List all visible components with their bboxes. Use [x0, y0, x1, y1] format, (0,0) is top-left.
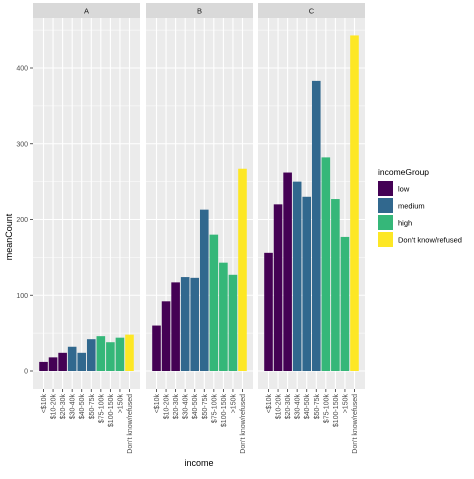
bar [67, 346, 77, 371]
x-tick-label: $75-100k [98, 394, 105, 424]
x-tick-label: $40-50k [192, 394, 199, 420]
y-tick-label: 100 [16, 293, 28, 300]
bar [209, 234, 219, 371]
x-tick-label: $10-20k [164, 394, 171, 420]
x-tick-label: >150k [342, 394, 349, 414]
x-tick-label: $100-150k [108, 394, 115, 428]
bar [219, 262, 228, 371]
x-tick-label: $50-75k [314, 394, 321, 420]
facet-strip [33, 3, 140, 18]
y-tick-label: 0 [24, 369, 28, 376]
bar [58, 352, 67, 371]
y-tick-label: 400 [16, 66, 28, 73]
bar [96, 336, 106, 371]
bar [331, 199, 340, 371]
legend-label: high [398, 219, 412, 228]
x-tick-label: <$10k [154, 394, 161, 414]
bar [77, 352, 87, 371]
x-tick-label: $10-20k [276, 394, 283, 420]
y-axis: 0 100 200 300 400 [16, 66, 33, 376]
bar [152, 325, 161, 371]
x-tick-label: $30-40k [183, 394, 190, 420]
x-tick-label: Don't know/refused [127, 394, 134, 454]
x-tick-label: $100-150k [221, 394, 228, 428]
bar [340, 236, 350, 371]
panel-background [33, 18, 140, 389]
bar [283, 172, 292, 371]
facet-panel: C <$10k $10-20k $20-30k $30-40k $40-50k $50-75… [258, 3, 365, 454]
x-tick-label: $40-50k [79, 394, 86, 420]
bar [161, 301, 171, 371]
legend-label: Don't know/refused [398, 236, 462, 245]
bar [264, 252, 273, 371]
x-tick-label: $40-50k [304, 394, 311, 420]
legend-swatch [378, 181, 393, 196]
x-axis-title: income [184, 458, 213, 468]
bar [106, 342, 115, 371]
legend-label: low [398, 185, 410, 194]
y-tick-label: 200 [16, 217, 28, 224]
bar [228, 274, 238, 371]
x-tick-label: <$10k [266, 394, 273, 414]
bar [311, 80, 321, 371]
x-tick-label: $100-150k [333, 394, 340, 428]
facet-strip-label: B [197, 7, 202, 16]
legend-label: medium [398, 202, 425, 211]
x-tick-label: $75-100k [211, 394, 218, 424]
y-axis-title: meanCount [4, 213, 14, 260]
legend-swatch [378, 215, 393, 230]
facet-strip [258, 3, 365, 18]
facet-strip-label: A [84, 7, 89, 16]
bar [180, 277, 190, 371]
facet-panel: A <$10k $10-20k $20-30k $30-40k $40-50k $50-75… [33, 3, 140, 454]
bar [321, 157, 331, 371]
bar [48, 357, 58, 371]
facet-panel: B <$10k $10-20k $20-30k $30-40k $40-50k $50-75… [146, 3, 253, 454]
x-tick-label: $10-20k [51, 394, 58, 420]
legend-swatch [378, 198, 393, 213]
bar [199, 209, 209, 371]
x-tick-label: $20-30k [60, 394, 67, 420]
x-tick-label: <$10k [41, 394, 48, 414]
bar [350, 35, 359, 372]
bar [190, 277, 200, 371]
bar [115, 337, 125, 371]
x-tick-label: Don't know/refused [352, 394, 359, 454]
x-tick-label: >150k [117, 394, 124, 414]
legend-title: incomeGroup [378, 167, 429, 177]
bar [39, 361, 48, 371]
y-tick-label: 300 [16, 141, 28, 148]
facet-strip [146, 3, 253, 18]
x-tick-label: $50-75k [89, 394, 96, 420]
facet-strip-label: C [309, 7, 315, 16]
legend-swatch [378, 232, 393, 247]
bar [86, 339, 96, 371]
x-tick-label: $75-100k [323, 394, 330, 424]
bar [171, 282, 180, 371]
x-tick-label: $30-40k [295, 394, 302, 420]
bar [302, 196, 312, 371]
x-tick-label: Don't know/refused [240, 394, 247, 454]
bar [273, 204, 283, 371]
x-tick-label: $20-30k [173, 394, 180, 420]
facet-panels: A<$10k $10-20k $20-30k $30-40k $40-50k $50-75… [33, 3, 365, 454]
bar [292, 181, 302, 371]
x-tick-label: >150k [230, 394, 237, 414]
x-tick-label: $50-75k [202, 394, 209, 420]
x-tick-label: $20-30k [285, 394, 292, 420]
bar [125, 334, 134, 371]
bar [238, 168, 247, 371]
x-tick-label: $30-40k [70, 394, 77, 420]
legend: incomeGroup low medium high Don't know/refu… [378, 167, 462, 247]
